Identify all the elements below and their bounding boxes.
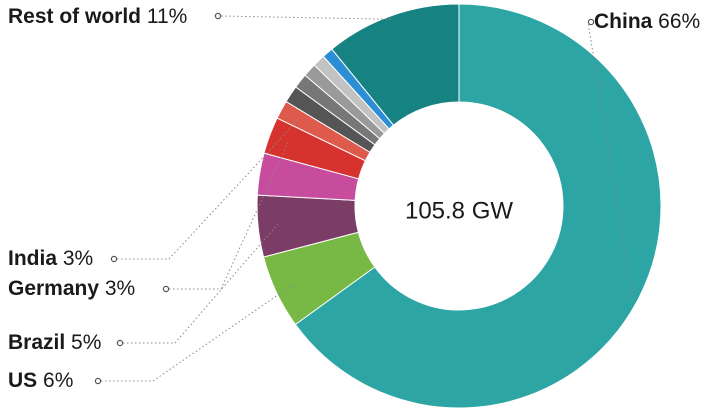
leader-dot-us <box>94 377 102 385</box>
label-rest-of-world: Rest of world 11% <box>8 5 187 28</box>
label-name-germany: Germany <box>8 277 99 300</box>
label-name-rest-of-world: Rest of world <box>8 5 141 28</box>
label-name-us: US <box>8 369 37 392</box>
leader-dot-germany <box>162 285 170 293</box>
label-india: India 3% <box>8 247 93 270</box>
label-percent-germany: 3% <box>99 277 135 300</box>
label-us: US 6% <box>8 369 73 392</box>
leader-lines <box>94 12 633 385</box>
label-name-india: India <box>8 247 57 270</box>
label-percent-brazil: 5% <box>65 331 101 354</box>
leader-dot-brazil <box>116 339 124 347</box>
leader-dot-india <box>110 255 118 263</box>
label-name-brazil: Brazil <box>8 331 65 354</box>
label-germany: Germany 3% <box>8 277 135 300</box>
leader-us <box>101 283 295 382</box>
label-percent-china: 66% <box>652 10 700 33</box>
label-percent-india: 3% <box>57 247 93 270</box>
leader-india <box>117 118 300 260</box>
leader-dot-china <box>587 18 595 26</box>
label-china: China 66% <box>594 10 700 33</box>
leader-germany <box>169 141 289 290</box>
donut-slices <box>256 3 662 409</box>
label-brazil: Brazil 5% <box>8 331 101 354</box>
label-name-china: China <box>594 10 653 33</box>
slice-china <box>294 3 662 409</box>
slice-labels: China 66%US 6%Brazil 5%Germany 3%India 3… <box>8 5 700 392</box>
label-percent-rest-of-world: 11% <box>141 5 187 28</box>
label-percent-us: 6% <box>37 369 73 392</box>
slice-rest-of-world <box>331 3 460 126</box>
center-total-label: 105.8 GW <box>405 197 513 224</box>
leader-dot-rest-of-world <box>214 12 222 20</box>
leader-rest-of-world <box>220 15 393 20</box>
leader-brazil <box>123 223 278 344</box>
